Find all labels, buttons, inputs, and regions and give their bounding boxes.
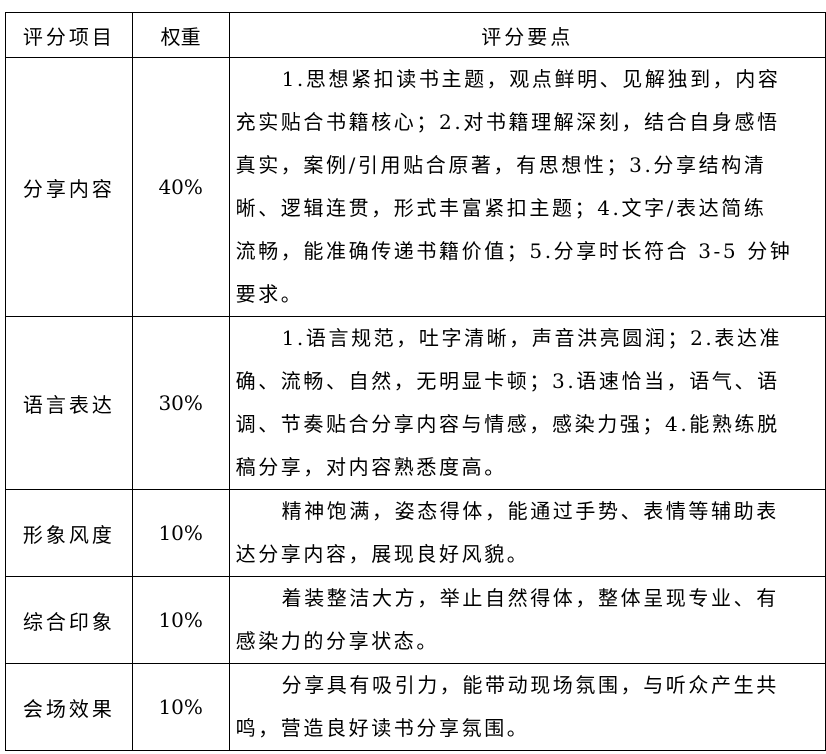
criteria-line: 确、流畅、自然，无明显卡顿；3.语速恰当，语气、语 (235, 369, 780, 393)
criteria-line: 鸣，营造良好读书分享氛围。 (235, 716, 530, 740)
criteria-line: 1.思想紧扣读书主题，观点鲜明、见解独到，内容 (281, 67, 781, 91)
criteria-line: 要求。 (235, 282, 304, 306)
criteria-line: 稿分享，对内容熟悉度高。 (235, 455, 507, 479)
weight-cell: 10% (131, 576, 230, 664)
table-row: 综合印象 10% 着装整洁大方，举止自然得体，整体呈现专业、有 感染力的分享状态。 (5, 576, 826, 664)
scoring-table: 评分项目 权重 评分要点 分享内容 40% 1.思想紧扣读书主题，观点鲜明、见解独到… (5, 12, 826, 751)
weight-cell: 10% (131, 489, 230, 577)
item-cell: 综合印象 (5, 576, 133, 664)
header-item: 评分项目 (5, 12, 133, 58)
header-criteria: 评分要点 (228, 12, 826, 58)
header-weight: 权重 (131, 12, 230, 58)
weight-cell: 40% (131, 57, 230, 317)
item-cell: 形象风度 (5, 489, 133, 577)
criteria-line: 真实，案例/引用贴合原著，有思想性；3.分享结构清 (235, 153, 767, 177)
criteria-line: 着装整洁大方，举止自然得体，整体呈现专业、有 (281, 586, 779, 610)
table-row: 分享内容 40% 1.思想紧扣读书主题，观点鲜明、见解独到，内容 充实贴合书籍核心；2… (5, 57, 826, 317)
criteria-line: 1.语言规范，吐字清晰，声音洪亮圆润；2.表达准 (281, 326, 783, 350)
criteria-cell: 1.思想紧扣读书主题，观点鲜明、见解独到，内容充实贴合书籍核心；2.对书籍理解深… (228, 57, 826, 317)
criteria-cell: 分享具有吸引力，能带动现场氛围，与听众产生共鸣，营造良好读书分享氛围。 (228, 663, 826, 751)
criteria-cell: 着装整洁大方，举止自然得体，整体呈现专业、有感染力的分享状态。 (228, 576, 826, 664)
criteria-cell: 精神饱满，姿态得体，能通过手势、表情等辅助表达分享内容，展现良好风貌。 (228, 489, 826, 577)
table-row: 语言表达 30% 1.语言规范，吐字清晰，声音洪亮圆润；2.表达准 确、流畅、自然，无… (5, 316, 826, 490)
item-cell: 语言表达 (5, 316, 133, 490)
criteria-line: 流畅，能准确传递书籍价值；5.分享时长符合 3-5 分钟 (235, 239, 793, 263)
criteria-line: 晰、逻辑连贯，形式丰富紧扣主题；4.文字/表达简练 (235, 196, 767, 220)
criteria-line: 调、节奏贴合分享内容与情感，感染力强；4.能熟练脱 (235, 412, 780, 436)
table-row: 形象风度 10% 精神饱满，姿态得体，能通过手势、表情等辅助表 达分享内容，展现良好风… (5, 489, 826, 577)
criteria-line: 充实贴合书籍核心；2.对书籍理解深刻，结合自身感悟 (235, 110, 780, 134)
weight-cell: 10% (131, 663, 230, 751)
criteria-line: 感染力的分享状态。 (235, 629, 439, 653)
item-cell: 分享内容 (5, 57, 133, 317)
criteria-line: 精神饱满，姿态得体，能通过手势、表情等辅助表 (281, 499, 779, 523)
criteria-cell: 1.语言规范，吐字清晰，声音洪亮圆润；2.表达准确、流畅、自然，无明显卡顿；3.… (228, 316, 826, 490)
header-row: 评分项目 权重 评分要点 (5, 12, 826, 58)
weight-cell: 30% (131, 316, 230, 490)
item-cell: 会场效果 (5, 663, 133, 751)
criteria-line: 分享具有吸引力，能带动现场氛围，与听众产生共 (281, 673, 779, 697)
criteria-line: 达分享内容，展现良好风貌。 (235, 542, 530, 566)
table-row: 会场效果 10% 分享具有吸引力，能带动现场氛围，与听众产生共 鸣，营造良好读书分享氛… (5, 663, 826, 751)
